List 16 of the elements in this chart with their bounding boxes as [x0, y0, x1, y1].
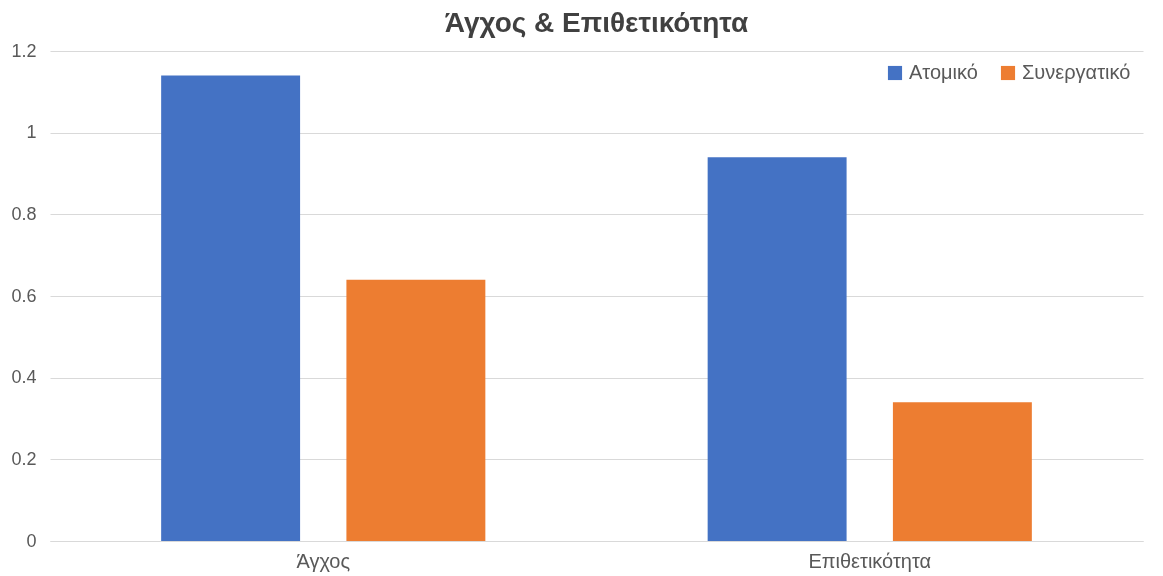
y-tick-label: 1.2 [11, 40, 37, 61]
x-tick-label: Επιθετικότητα [808, 549, 932, 572]
bar [161, 75, 301, 541]
legend-label: Συνεργατικό [1022, 61, 1131, 83]
chart-title: Άγχος & Επιθετικότητα [444, 7, 749, 38]
bar [707, 157, 847, 541]
y-tick-label: 0.6 [11, 285, 37, 306]
bar [892, 402, 1032, 541]
x-tick-label: Άγχος [296, 549, 351, 572]
y-tick-label: 0 [26, 530, 37, 551]
legend-label: Ατομικό [909, 61, 978, 83]
bar [346, 279, 486, 541]
y-tick-label: 0.8 [11, 203, 37, 224]
y-tick-label: 1 [26, 122, 37, 143]
y-tick-label: 0.2 [11, 448, 37, 469]
y-tick-label: 0.4 [11, 367, 37, 388]
